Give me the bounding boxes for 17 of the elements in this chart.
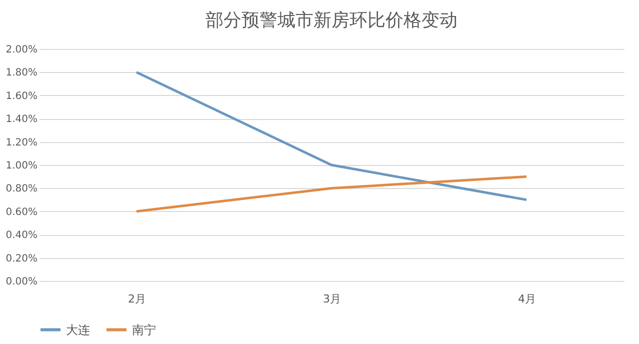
y-tick-label: 2.00% [6,44,38,56]
x-tick-label: 2月 [128,292,146,306]
y-tick-label: 0.00% [6,276,38,288]
legend-label: 大连 [66,322,90,337]
y-tick-label: 0.40% [6,230,38,242]
chart-title: 部分预警城市新房环比价格变动 [206,10,458,31]
y-tick-label: 0.20% [6,253,38,264]
y-tick-label: 1.00% [6,160,38,172]
y-tick-label: 1.60% [6,90,38,102]
y-tick-label: 0.60% [6,206,38,218]
y-tick-label: 1.20% [6,137,38,148]
y-tick-label: 1.80% [6,68,38,79]
x-tick-label: 4月 [518,292,536,306]
y-tick-label: 1.40% [6,114,38,126]
x-tick-label: 3月 [323,292,341,306]
legend-label: 南宁 [132,322,156,337]
y-tick-label: 0.80% [6,184,38,195]
